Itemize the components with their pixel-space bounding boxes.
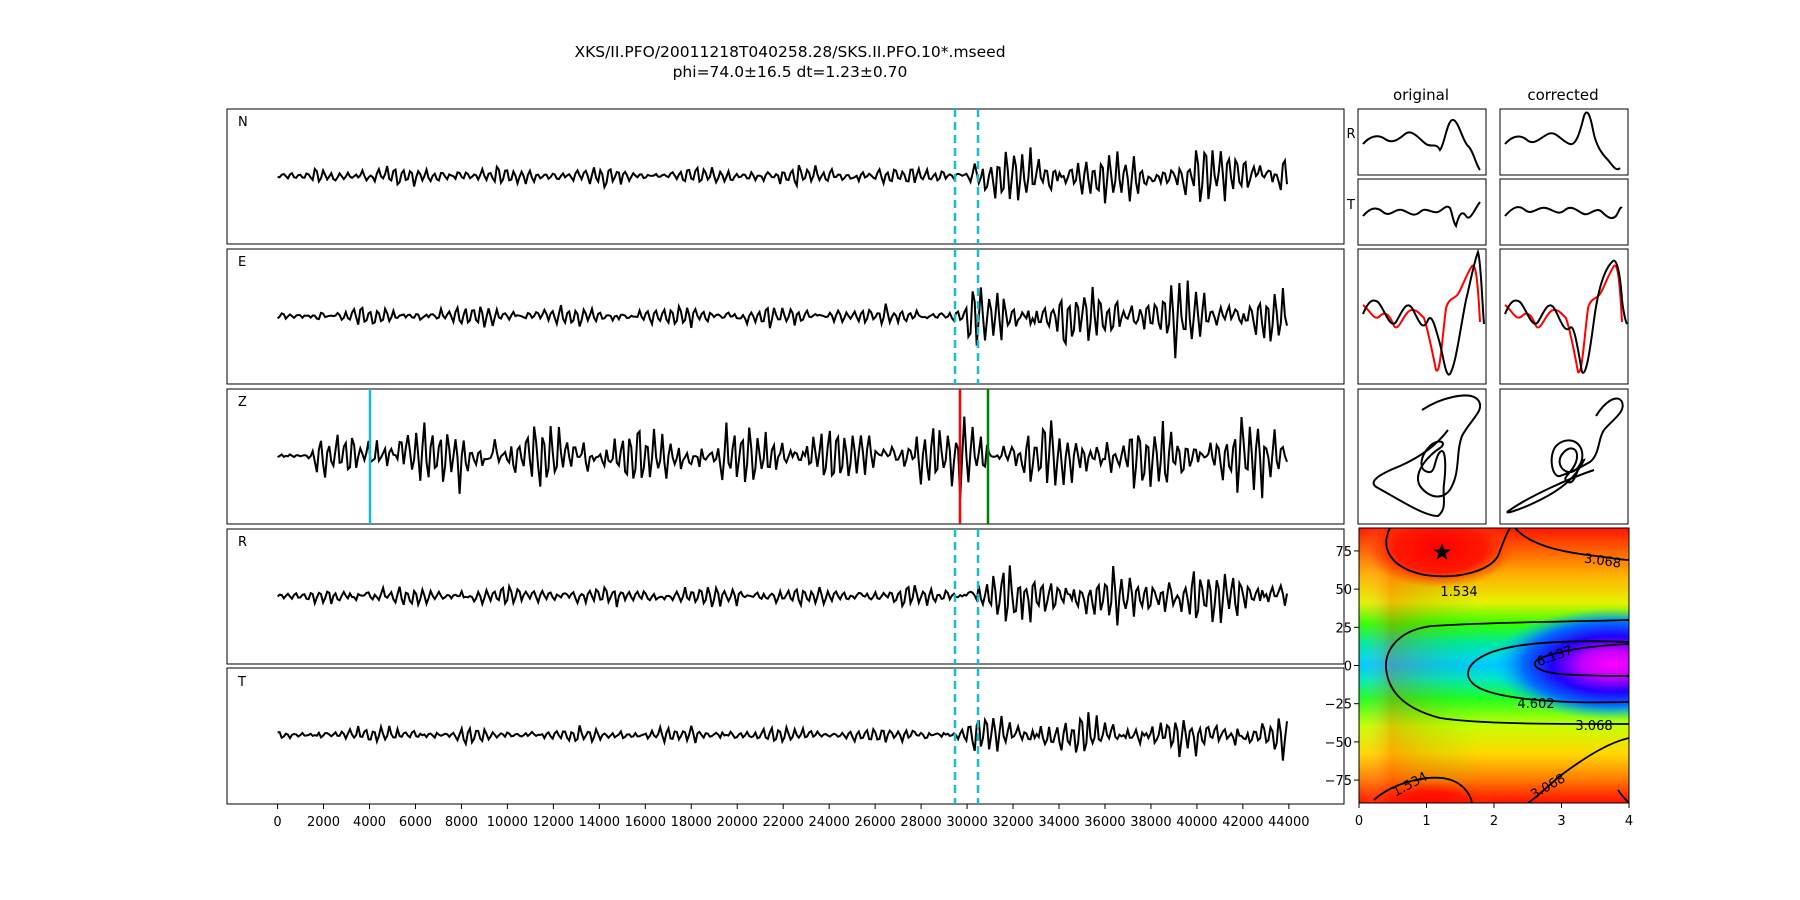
column-title-corrected: corrected bbox=[1527, 86, 1598, 104]
trace-n bbox=[277, 147, 1288, 204]
x-tick-label: 2000 bbox=[307, 815, 340, 830]
contour-label: 4.602 bbox=[1517, 697, 1554, 712]
x-tick-label: 20000 bbox=[717, 815, 758, 830]
y-tick-label: −25 bbox=[1325, 698, 1352, 713]
trace-panel-t: T bbox=[226, 667, 1345, 805]
y-tick-label: −75 bbox=[1325, 774, 1352, 789]
x-tick-label: 30000 bbox=[946, 815, 987, 830]
row-label-r: R bbox=[1346, 127, 1355, 142]
y-tick-label: 0 bbox=[1344, 660, 1352, 675]
x-tick-label: 24000 bbox=[808, 815, 849, 830]
heatmap-y-axis: 75 50 25 0 −25 −50 −75 bbox=[1325, 545, 1359, 789]
panel-corrected-en bbox=[1499, 248, 1629, 385]
trace-label-t: T bbox=[237, 675, 246, 690]
trace-panel-z: Z bbox=[226, 388, 1345, 525]
row-label-t: T bbox=[1346, 198, 1355, 213]
trace-z bbox=[277, 416, 1288, 499]
trace-e bbox=[276, 280, 1288, 359]
panel-original-r bbox=[1357, 108, 1487, 176]
trace-r bbox=[276, 565, 1288, 626]
x-tick-label: 6000 bbox=[399, 815, 432, 830]
contour-label: 3.068 bbox=[1583, 552, 1622, 572]
trace-label-r: R bbox=[238, 535, 247, 550]
x-tick-label: 0 bbox=[273, 815, 281, 830]
panel-corrected-pm bbox=[1499, 388, 1629, 525]
x-tick-label: 16000 bbox=[625, 815, 666, 830]
y-tick-label: −50 bbox=[1325, 736, 1352, 751]
panel-original-en bbox=[1357, 248, 1487, 385]
x-tick-label: 42000 bbox=[1222, 815, 1263, 830]
trace-panel-r: R bbox=[226, 528, 1345, 665]
panel-corrected-t bbox=[1499, 178, 1629, 246]
time-x-axis: 0 2000 4000 6000 8000 10000 12000 14000 16000 180… bbox=[273, 804, 1310, 830]
heatmap-x-axis: 0 1 2 3 4 bbox=[1355, 803, 1633, 829]
trace-t bbox=[277, 712, 1288, 761]
x-tick-label: 28000 bbox=[900, 815, 941, 830]
x-tick-label: 10000 bbox=[487, 815, 528, 830]
figure-title: XKS/II.PFO/20011218T040258.28/SKS.II.PFO… bbox=[574, 43, 1005, 61]
x-tick-label: 22000 bbox=[763, 815, 804, 830]
trace-panel-n: N bbox=[226, 108, 1345, 245]
x-tick-label: 3 bbox=[1557, 814, 1565, 829]
contour-label: 3.068 bbox=[1575, 719, 1612, 734]
x-tick-label: 26000 bbox=[854, 815, 895, 830]
panel-original-pm bbox=[1357, 388, 1487, 525]
x-tick-label: 4 bbox=[1625, 814, 1633, 829]
x-tick-label: 0 bbox=[1355, 814, 1363, 829]
column-title-original: original bbox=[1393, 86, 1449, 104]
x-tick-label: 1 bbox=[1422, 814, 1430, 829]
x-tick-label: 8000 bbox=[445, 815, 478, 830]
panel-corrected-r bbox=[1499, 108, 1629, 176]
x-tick-label: 32000 bbox=[992, 815, 1033, 830]
figure-subtitle: phi=74.0±16.5 dt=1.23±0.70 bbox=[673, 63, 908, 81]
x-tick-label: 12000 bbox=[533, 815, 574, 830]
y-tick-label: 75 bbox=[1335, 545, 1352, 560]
x-tick-label: 34000 bbox=[1038, 815, 1079, 830]
best-fit-star bbox=[1433, 543, 1451, 560]
trace-panel-e: E bbox=[226, 248, 1345, 385]
x-tick-label: 36000 bbox=[1084, 815, 1125, 830]
contour-label: 1.534 bbox=[1440, 585, 1477, 600]
x-tick-label: 18000 bbox=[671, 815, 712, 830]
trace-label-e: E bbox=[238, 255, 246, 270]
y-tick-label: 50 bbox=[1335, 583, 1352, 598]
x-tick-label: 40000 bbox=[1176, 815, 1217, 830]
error-surface-heatmap: 1.534 3.068 6.137 4.602 3.068 1.534 3.06… bbox=[1325, 527, 1633, 829]
panel-original-t bbox=[1357, 178, 1487, 246]
x-tick-label: 44000 bbox=[1268, 815, 1309, 830]
x-tick-label: 2 bbox=[1490, 814, 1498, 829]
x-tick-label: 14000 bbox=[579, 815, 620, 830]
x-tick-label: 4000 bbox=[353, 815, 386, 830]
y-tick-label: 25 bbox=[1335, 621, 1352, 636]
x-tick-label: 38000 bbox=[1130, 815, 1171, 830]
trace-label-n: N bbox=[238, 115, 248, 130]
trace-label-z: Z bbox=[238, 395, 247, 410]
